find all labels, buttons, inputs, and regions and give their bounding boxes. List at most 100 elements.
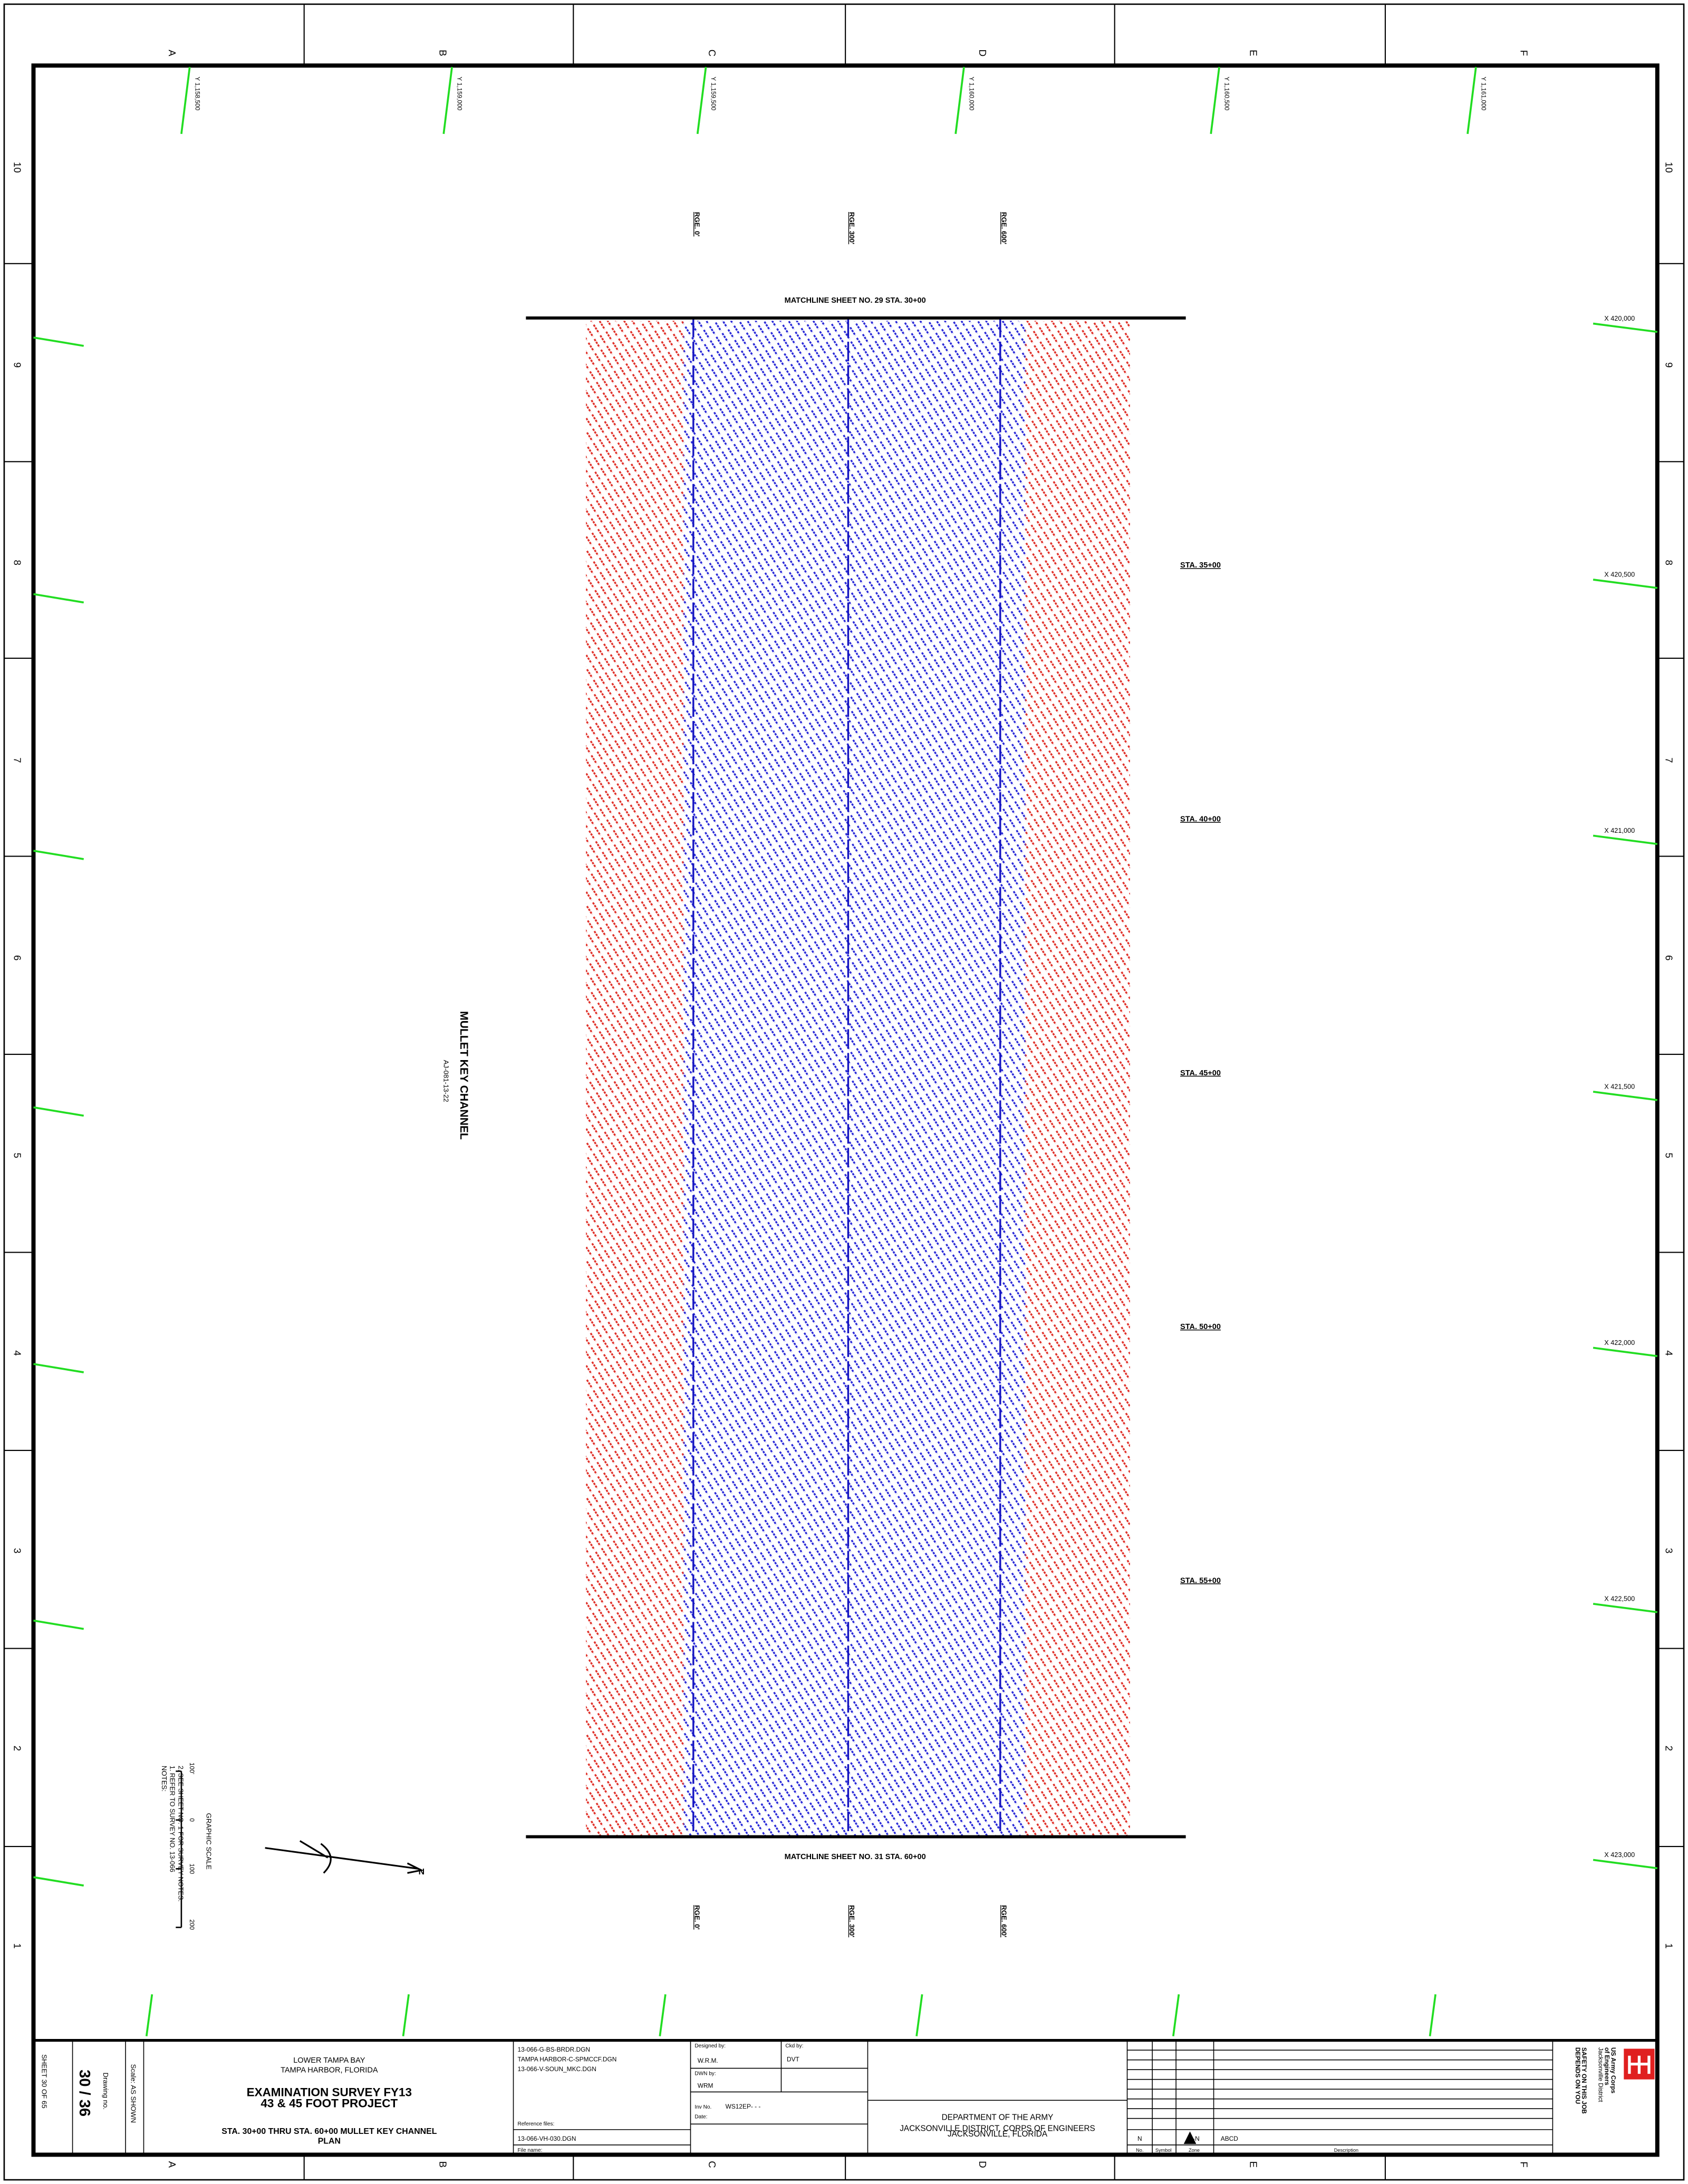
reference-file: TAMPA HARBOR-C-SPMCCF.DGN (517, 2055, 616, 2063)
range-label: RGE. 600' (1000, 1905, 1008, 1937)
label: File name: (517, 2148, 542, 2153)
row-number: 10 (12, 162, 23, 173)
grid-label-y: Y 1,159,500 (710, 76, 717, 110)
safety-text: DEPENDS ON YOU (1574, 2047, 1581, 2104)
grid-label-y: Y 1,161,000 (1480, 76, 1487, 110)
column-letter: C (707, 50, 718, 56)
column-letter: A (167, 2161, 178, 2168)
label: Reference files: (517, 2121, 554, 2127)
sheet-of: SHEET 30 OF 65 (40, 2054, 48, 2109)
row-number: 5 (1664, 1153, 1675, 1158)
title-block (72, 2040, 1554, 2155)
grid-tick (1593, 834, 1658, 845)
reference-file: 13-066-G-BS-BRDR.DGN (517, 2046, 590, 2053)
range-label: RGE. 300' (848, 212, 856, 244)
grid-tick (1593, 1091, 1658, 1101)
notes-heading: NOTES: (160, 1766, 168, 1792)
grid-tick (442, 66, 453, 134)
reference-file: 13-066-V-SOUN_MKC.DGN (517, 2065, 596, 2073)
column-letter: F (1519, 50, 1530, 56)
file-name: 13-066-VH-030.DGN (517, 2135, 576, 2142)
scale-label: 100 (188, 1863, 196, 1874)
grid-tick (33, 593, 84, 604)
row-number: 9 (12, 362, 23, 368)
row-number: 10 (1664, 162, 1675, 173)
sheet-number: 30 / 36 (76, 2070, 93, 2116)
north-arrow: N (265, 1840, 425, 1877)
row-number: 7 (1664, 757, 1675, 763)
grid-label-y: Y 1,160,500 (1223, 76, 1231, 110)
sheet-subtitle: PLAN (318, 2137, 341, 2145)
label: Inv No. (695, 2104, 711, 2110)
row-number: 4 (12, 1350, 23, 1355)
row-number: 5 (12, 1153, 23, 1158)
grid-tick (33, 1619, 84, 1630)
grid-label-y: Y 1,160,000 (968, 76, 976, 110)
row-number: 8 (12, 560, 23, 565)
range-label: RGE. 300' (848, 1905, 856, 1937)
drawn-by: WRM (698, 2082, 713, 2090)
scale: Scale: AS SHOWN (130, 2064, 138, 2123)
station-label: STA. 45+00 (1180, 1069, 1221, 1077)
grid-tick (1210, 66, 1220, 134)
grid-label-x: X 420,500 (1604, 571, 1635, 579)
station-label: STA. 55+00 (1180, 1576, 1221, 1585)
grid-tick (1467, 66, 1477, 134)
column-letter: E (1248, 50, 1259, 56)
note-item: 2. SEE SHEET NO. 1 FOR SURVEY NOTES. (177, 1766, 185, 1902)
row-number: 6 (1664, 955, 1675, 960)
designed-by: W.R.M. (698, 2057, 718, 2064)
range-label: RGE. 0' (693, 1905, 701, 1929)
row-number: 8 (1664, 560, 1675, 565)
logo-text: Jacksonville District (1597, 2047, 1605, 2102)
label: Ckd by: (785, 2043, 803, 2049)
row-number: 9 (1664, 362, 1675, 368)
scale-title: GRAPHIC SCALE (205, 1813, 213, 1870)
grid-tick (1593, 1346, 1658, 1358)
station-label: STA. 50+00 (1180, 1323, 1221, 1331)
scale-label: 200 (188, 1919, 196, 1930)
grid-label-x: X 422,500 (1604, 1595, 1635, 1603)
logo-castle (1628, 2055, 1651, 2074)
logo-text: US Army Corps (1609, 2047, 1617, 2094)
row-number: 3 (1664, 1548, 1675, 1553)
grid-tick (33, 336, 84, 347)
column-letter: E (1248, 2161, 1259, 2168)
revision-header: Zone (1189, 2148, 1200, 2153)
label: DWN by: (695, 2071, 716, 2077)
grid-tick (33, 1363, 84, 1373)
column-letter: D (977, 50, 988, 56)
grid-tick (696, 66, 707, 134)
revision-header: Description (1334, 2148, 1358, 2153)
row-number: 7 (12, 757, 23, 763)
grid-tick (1172, 1994, 1180, 2036)
location: TAMPA HARBOR, FLORIDA (281, 2066, 378, 2074)
grid-label-x: X 422,000 (1604, 1339, 1635, 1346)
grid-label-x: X 423,000 (1604, 1851, 1635, 1859)
sheet-title: EXAMINATION SURVEY FY13 (247, 2085, 412, 2099)
inv-no: WS12EP- - - (726, 2103, 761, 2110)
safety-text: SAFETY ON THIS JOB (1580, 2047, 1588, 2114)
row-number: 6 (12, 955, 23, 960)
revision-header: No. (1136, 2148, 1143, 2153)
matchline-bottom: MATCHLINE SHEET NO. 31 STA. 60+00 (785, 1853, 926, 1861)
grid-tick (33, 850, 84, 860)
grid-label-x: X 421,000 (1604, 827, 1635, 834)
svg-text:N: N (419, 1868, 425, 1877)
column-letter: F (1519, 2161, 1530, 2167)
graphic-scale (176, 1770, 182, 1928)
range-label: RGE. 0' (693, 212, 701, 236)
grid-tick (33, 1106, 84, 1117)
note-item: 1. REFER TO SURVEY NO. 13-066 (169, 1766, 176, 1872)
column-letter: A (167, 50, 178, 56)
grid-label-x: X 420,000 (1604, 315, 1635, 322)
agency: JACKSONVILLE DISTRICT, CORPS OF ENGINEER… (900, 2124, 1095, 2133)
revision-cell: N (1137, 2135, 1142, 2142)
soundings (526, 316, 1186, 1839)
drawing-no: Drawing no. (102, 2072, 110, 2110)
column-letter: C (707, 2161, 718, 2168)
grid-tick (33, 1876, 84, 1887)
grid-tick (954, 66, 965, 134)
